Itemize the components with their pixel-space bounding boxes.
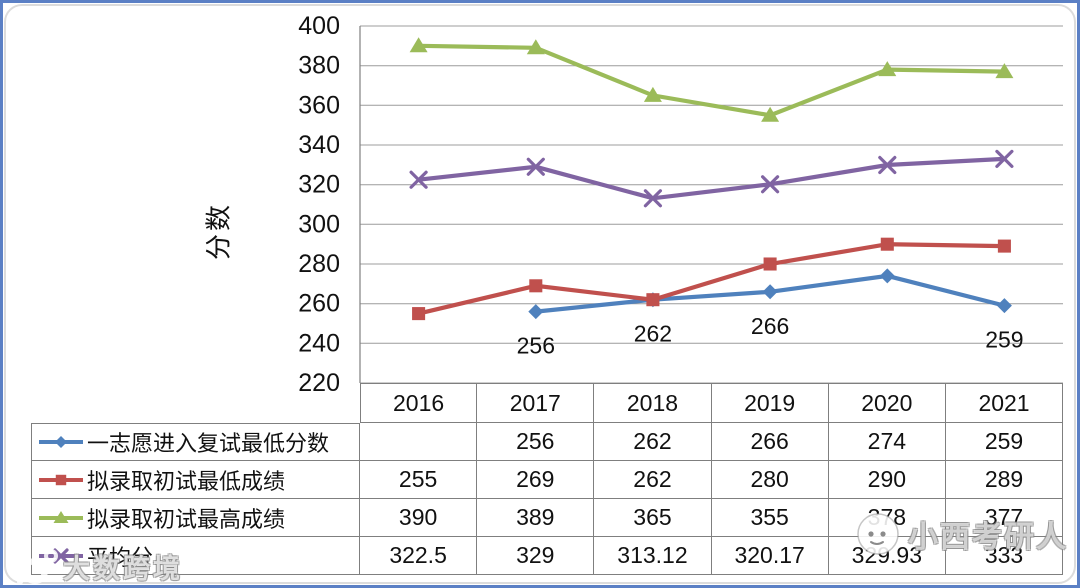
table-corner-blank bbox=[31, 383, 360, 423]
legend-item-3: 平均分 bbox=[31, 537, 360, 575]
table-value: 329 bbox=[477, 537, 595, 575]
legend-label: 拟录取初试最低成绩 bbox=[87, 468, 286, 494]
triangle-marker bbox=[643, 86, 662, 102]
x-marker bbox=[643, 189, 663, 208]
table-value: 355 bbox=[711, 499, 829, 537]
legend-key-x-icon bbox=[39, 547, 83, 564]
table-value: 262 bbox=[594, 423, 712, 461]
y-tick-label: 320 bbox=[298, 171, 340, 199]
table-value: 266 bbox=[711, 423, 829, 461]
square-marker bbox=[880, 237, 894, 251]
legend-item-1: 拟录取初试最低成绩 bbox=[31, 461, 360, 499]
legend-key-square-icon bbox=[39, 474, 83, 485]
diamond-marker bbox=[996, 298, 1012, 314]
legend-key-triangle-icon bbox=[39, 510, 83, 523]
table-value: 390 bbox=[360, 499, 478, 537]
year-header: 2020 bbox=[828, 383, 946, 423]
series-line-2 bbox=[418, 43, 1005, 118]
legend-item-2: 拟录取初试最高成绩 bbox=[31, 499, 360, 537]
table-value: 320.17 bbox=[711, 537, 829, 575]
table-value: 256 bbox=[477, 423, 595, 461]
y-tick-label: 340 bbox=[298, 131, 340, 159]
table-value: 313.12 bbox=[594, 537, 712, 575]
table-value: 262 bbox=[594, 461, 712, 499]
table-value: 269 bbox=[477, 461, 595, 499]
legend-item-0: 一志愿进入复试最低分数 bbox=[31, 423, 360, 461]
y-tick-label: 380 bbox=[298, 52, 340, 80]
table-value: 377 bbox=[945, 499, 1064, 537]
x-marker bbox=[409, 170, 428, 189]
triangle-marker bbox=[995, 63, 1014, 79]
y-tick-label: 280 bbox=[298, 250, 340, 278]
y-tick-label: 300 bbox=[298, 210, 340, 238]
data-point-label: 259 bbox=[985, 327, 1023, 353]
triangle-marker bbox=[878, 61, 897, 77]
year-header: 2021 bbox=[945, 383, 1064, 423]
y-tick-label: 240 bbox=[298, 329, 340, 357]
diamond-marker bbox=[879, 268, 895, 284]
triangle-marker bbox=[53, 510, 69, 523]
y-tick-label: 400 bbox=[298, 12, 340, 40]
y-axis-title: 分数 bbox=[203, 201, 234, 261]
x-marker bbox=[760, 175, 780, 194]
square-marker bbox=[763, 257, 777, 271]
square-marker bbox=[412, 307, 426, 321]
triangle-marker bbox=[526, 39, 545, 55]
table-value: 259 bbox=[945, 423, 1064, 461]
table-value: 333 bbox=[945, 537, 1064, 575]
y-tick-label: 360 bbox=[298, 91, 340, 119]
table-value: 329.93 bbox=[828, 537, 946, 575]
y-tick-label: 260 bbox=[298, 290, 340, 318]
table-value bbox=[360, 423, 478, 461]
diamond-marker bbox=[762, 284, 778, 300]
table-value: 290 bbox=[828, 461, 946, 499]
table-value: 389 bbox=[477, 499, 595, 537]
triangle-marker bbox=[761, 106, 780, 122]
table-value: 378 bbox=[828, 499, 946, 537]
diamond-marker bbox=[55, 436, 67, 448]
data-point-label: 256 bbox=[517, 333, 555, 359]
table-value: 280 bbox=[711, 461, 829, 499]
legend-key-diamond-icon bbox=[39, 436, 83, 448]
x-marker bbox=[526, 157, 545, 176]
table-value: 322.5 bbox=[360, 537, 478, 575]
legend-label: 一志愿进入复试最低分数 bbox=[87, 431, 330, 456]
diamond-marker bbox=[528, 304, 544, 320]
table-value: 289 bbox=[945, 461, 1064, 499]
legend-label: 拟录取初试最高成绩 bbox=[87, 506, 286, 532]
table-value: 274 bbox=[828, 423, 946, 461]
series-line-3 bbox=[418, 156, 1005, 201]
series-line-1 bbox=[418, 242, 1005, 316]
data-point-label: 266 bbox=[751, 313, 789, 339]
triangle-marker bbox=[409, 37, 428, 53]
year-header: 2018 bbox=[594, 383, 712, 423]
square-marker bbox=[55, 474, 67, 485]
year-header: 2017 bbox=[477, 383, 595, 423]
square-marker bbox=[529, 279, 543, 293]
x-marker bbox=[878, 155, 897, 175]
chart-area-border bbox=[4, 4, 1076, 584]
square-marker bbox=[646, 293, 660, 307]
y-tick-label: 220 bbox=[298, 369, 340, 397]
legend-label: 平均分 bbox=[87, 544, 154, 570]
square-marker bbox=[997, 239, 1011, 253]
x-marker bbox=[995, 149, 1014, 168]
table-value: 255 bbox=[360, 461, 478, 499]
year-header: 2019 bbox=[711, 383, 829, 423]
table-value: 365 bbox=[594, 499, 712, 537]
year-header: 2016 bbox=[360, 383, 478, 423]
data-point-label: 262 bbox=[634, 321, 672, 347]
data-table: 2016 2017 2018 2019 2020 2021 一志愿进入复试最低分数 256 26… bbox=[31, 383, 1064, 575]
